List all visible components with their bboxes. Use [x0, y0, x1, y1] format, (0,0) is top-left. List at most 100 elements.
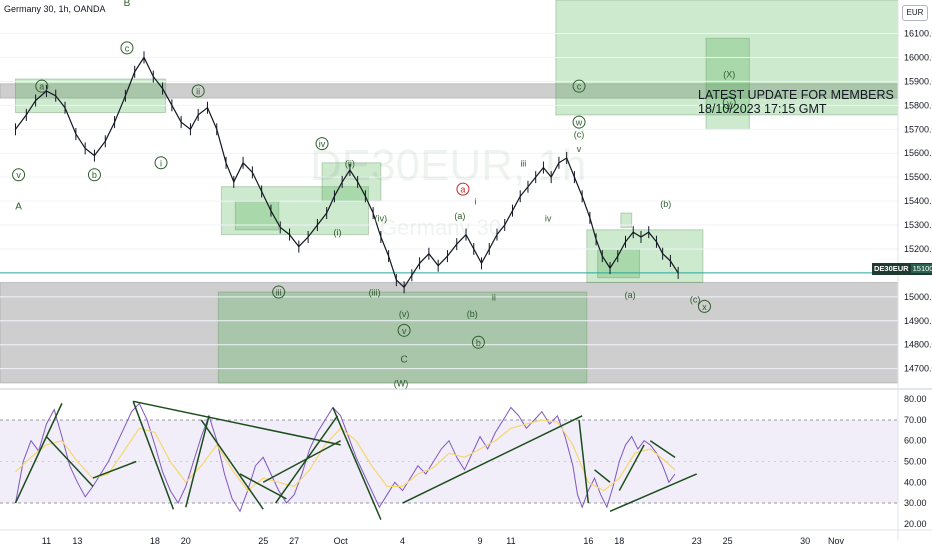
wave-label: (i) — [334, 228, 342, 238]
time-tick-label: 13 — [72, 536, 82, 546]
price-tick-label: 15300.0 — [904, 220, 932, 230]
zone-green-11 — [620, 212, 633, 228]
rsi-trendline — [92, 460, 137, 479]
price-tick-label: 14700.0 — [904, 364, 932, 374]
price-tick-label: 15600.0 — [904, 148, 932, 158]
wave-label-circle — [87, 168, 101, 182]
time-tick-label: Nov — [828, 536, 845, 546]
time-tick-label: 18 — [614, 536, 624, 546]
symbol-header[interactable]: Germany 30, 1h, OANDA — [4, 4, 106, 14]
wave-label: ii — [196, 86, 200, 96]
wave-label-circle — [456, 182, 470, 196]
wave-label: iv — [545, 213, 552, 223]
wave-label-circle — [35, 79, 49, 93]
rsi-trendline — [332, 407, 382, 520]
rsi-series-layer — [15, 402, 676, 513]
price-tick-label: 14800.0 — [904, 340, 932, 350]
wave-label: v — [16, 170, 21, 180]
wave-label-circle — [272, 285, 286, 299]
rsi-trendline — [402, 415, 583, 504]
zone-gray-1 — [0, 281, 899, 384]
rsi-trendline — [239, 473, 287, 500]
wave-label: C — [400, 355, 407, 366]
wave-label: (a) — [454, 211, 465, 221]
rsi-trendline — [609, 473, 698, 513]
wave-label-circle — [572, 115, 586, 129]
rsi-trendline — [594, 469, 611, 483]
wave-label: i — [160, 158, 162, 168]
rsi-tick-label: 70.00 — [904, 415, 927, 425]
wave-label: (c) — [690, 295, 701, 305]
wave-label: (iii) — [369, 288, 381, 298]
chart-watermark-symbol: DE30EUR, 1h — [310, 141, 586, 190]
time-tick-label: 18 — [150, 536, 160, 546]
price-tick-label: 16100.0 — [904, 29, 932, 39]
last-price-value: 15100.1 — [910, 264, 932, 273]
rsi-axis[interactable]: 80.00 70.00 60.00 50.00 40.00 30.00 20.00 — [904, 394, 927, 529]
wave-label: b — [92, 170, 97, 180]
wave-label: y — [727, 98, 732, 108]
currency-badge[interactable]: EUR — [902, 5, 928, 21]
wave-label: w — [575, 118, 583, 128]
wave-label-circle — [572, 79, 586, 93]
price-tick-label: 14900.0 — [904, 316, 932, 326]
price-tick-label: 15000.0 — [904, 292, 932, 302]
price-tick-label: 15800.0 — [904, 100, 932, 110]
wave-label: iii — [276, 288, 282, 298]
wave-label: i — [474, 197, 476, 207]
rsi-tick-label: 30.00 — [904, 498, 927, 508]
rsi-trendline — [132, 400, 341, 446]
time-tick-label: 11 — [506, 536, 515, 546]
wave-label: iii — [520, 158, 526, 168]
price-tick-label: 15200.0 — [904, 244, 932, 254]
time-tick-label: 4 — [400, 536, 405, 546]
wave-label: a — [39, 82, 44, 92]
wave-label: (a) — [625, 290, 636, 300]
wave-label: a — [460, 185, 465, 195]
price-series-layer — [14, 51, 679, 294]
update-note: LATEST UPDATE FOR MEMBERS 18/10/2023 17:… — [698, 88, 894, 116]
wave-label-circle — [154, 156, 168, 170]
price-tick-label: 15500.0 — [904, 172, 932, 182]
rsi-trendline — [200, 419, 264, 510]
wave-label: c — [577, 82, 582, 92]
chart-watermark-name: Germany 30 — [380, 215, 501, 240]
wave-label: (b) — [467, 309, 478, 319]
time-tick-label: 27 — [289, 536, 299, 546]
price-tick-label: 15700.0 — [904, 124, 932, 134]
time-tick-label: 20 — [181, 536, 191, 546]
wave-label-circle — [697, 299, 711, 313]
last-price-symbol: DE30EUR — [874, 264, 909, 273]
time-tick-label: 11 — [42, 536, 51, 546]
rsi-trendline — [14, 403, 63, 504]
wave-label: x — [702, 302, 707, 312]
rsi-trendline — [262, 440, 341, 483]
rsi-trendline — [185, 415, 210, 508]
wave-label-circle — [397, 323, 411, 337]
wave-label-circle — [315, 137, 329, 151]
time-tick-label: Oct — [334, 536, 349, 546]
rsi-trendlines-layer — [14, 400, 698, 520]
rsi-tick-label: 20.00 — [904, 519, 927, 529]
time-axis[interactable]: 11 13 18 20 25 27 Oct 4 9 11 16 18 23 25 30 Nov — [0, 529, 932, 546]
update-note-line1: LATEST UPDATE FOR MEMBERS — [698, 88, 894, 102]
wave-label: (b) — [660, 199, 671, 209]
time-tick-label: 16 — [583, 536, 593, 546]
rsi-trendline — [649, 440, 676, 458]
rsi-tick-label: 50.00 — [904, 457, 927, 467]
price-gridlines — [0, 33, 898, 370]
rsi-ma-line — [15, 419, 676, 492]
wave-label: v — [402, 326, 407, 336]
rsi-band-fill — [0, 419, 898, 504]
rsi-tick-label: 40.00 — [904, 477, 927, 487]
time-tick-label: 25 — [723, 536, 733, 546]
zone-green-6 — [217, 291, 588, 384]
rsi-trendline — [132, 401, 175, 510]
wave-label-circle — [120, 41, 134, 55]
zone-green-2 — [14, 78, 167, 114]
rsi-trendline — [578, 419, 590, 504]
rsi-trendline — [618, 444, 645, 491]
wave-label: (c) — [574, 130, 585, 140]
